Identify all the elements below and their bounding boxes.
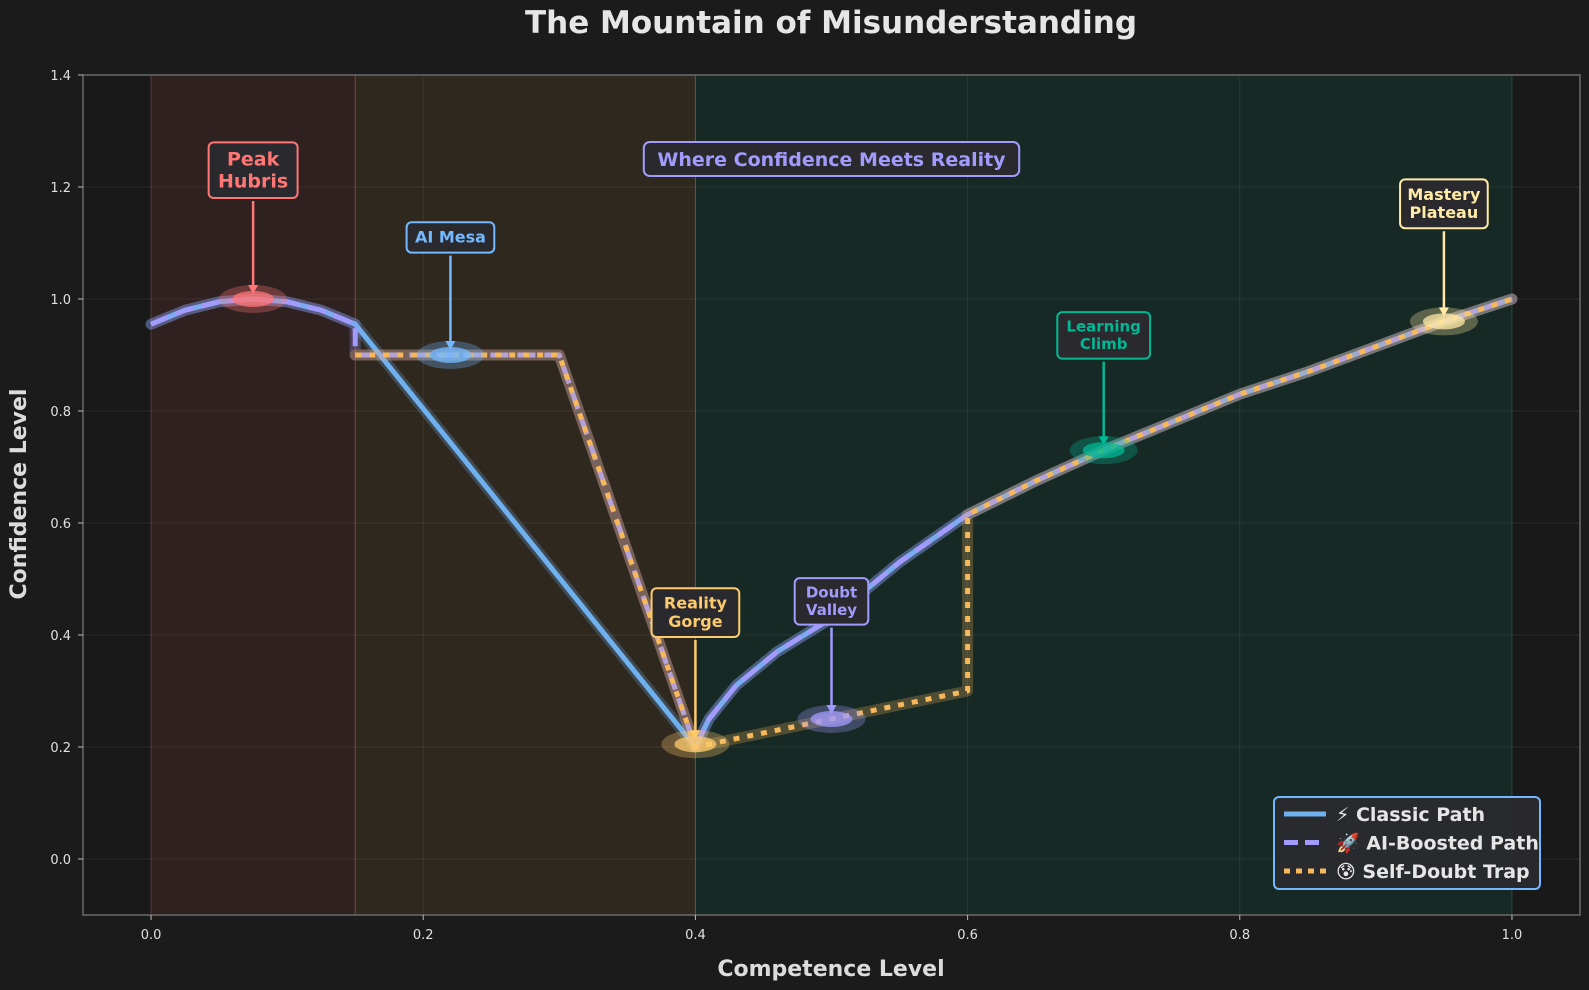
y-tick-label: 0.8 (50, 405, 71, 420)
annotation-mastery-plateau: Mastery Plateau (1407, 185, 1481, 222)
y-tick-label: 0.4 (50, 629, 71, 644)
annotation-learning-climb: Learning Climb (1066, 318, 1141, 353)
x-tick-label: 0.6 (957, 928, 978, 943)
annotation-peak-hubris: Peak Hubris (218, 148, 288, 192)
y-tick-label: 0.0 (50, 853, 71, 868)
marker-peak-hubris (232, 291, 275, 307)
annotation-ai-mesa: AI Mesa (415, 228, 486, 247)
x-tick-label: 0.0 (141, 928, 162, 943)
series-line-ai-boosted-path (150, 296, 1513, 750)
x-axis-label: Competence Level (717, 957, 944, 982)
x-tick-label: 0.8 (1229, 928, 1250, 943)
arrowhead-reality-gorge (690, 730, 701, 740)
region-band-2 (694, 74, 1513, 916)
y-tick-label: 1.4 (50, 69, 71, 84)
marker-ai-mesa (429, 347, 472, 363)
annotation-box-ai-mesa (405, 221, 496, 254)
axes-frame (82, 74, 1581, 916)
annotation-box-doubt-valley (793, 577, 870, 626)
legend-label-ai-boosted-path: 🚀 AI-Boosted Path (1336, 832, 1539, 855)
marker-reality-gorge (674, 736, 717, 753)
y-tick-label: 0.6 (50, 517, 71, 532)
annotation-box-learning-climb (1056, 311, 1152, 360)
center-note: Where Confidence Meets Reality (657, 149, 1006, 171)
y-tick-label: 1.2 (50, 181, 71, 196)
legend-frame (1273, 796, 1541, 890)
legend-label-classic-path: ⚡ Classic Path (1336, 804, 1485, 826)
arrowhead-learning-climb (1098, 436, 1109, 446)
legend-label-self-doubt-trap: 😰 Self-Doubt Trap (1336, 861, 1530, 883)
annotation-box-mastery-plateau (1399, 178, 1489, 230)
annotation-doubt-valley: Doubt Valley (806, 584, 857, 619)
x-tick-label: 0.2 (413, 928, 434, 943)
plot-area: 0.0 0.2 0.4 0.6 0.8 1.0 0.0 0.2 0.4 0.6 0.8 1.0 1.2 1… (50, 69, 1581, 943)
center-note-box (642, 141, 1021, 177)
marker-mastery-plateau (1422, 313, 1465, 330)
region-band-0 (150, 74, 356, 916)
marker-learning-climb (1082, 442, 1125, 459)
y-axis-label: Confidence Level (7, 389, 32, 600)
annotation-box-reality-gorge (650, 587, 741, 639)
y-tick-label: 0.2 (50, 741, 71, 756)
annotation-box-peak-hubris (207, 141, 299, 200)
axes-background (83, 75, 1580, 915)
region-band-1 (354, 74, 696, 916)
legend: ⚡ Classic Path 🚀 AI-Boosted Path 😰 Self-Do… (1273, 796, 1541, 890)
x-tick-label: 1.0 (1502, 928, 1523, 943)
arrowhead-peak-hubris (248, 285, 259, 294)
arrowhead-doubt-valley (826, 705, 837, 714)
x-tick-label: 0.4 (685, 928, 706, 943)
chart-title: The Mountain of Misunderstanding (525, 5, 1137, 41)
arrowhead-mastery-plateau (1438, 307, 1449, 317)
arrowhead-ai-mesa (445, 341, 456, 350)
annotation-reality-gorge: Reality Gorge (664, 594, 728, 631)
y-tick-label: 1.0 (50, 293, 71, 308)
marker-doubt-valley (810, 711, 853, 727)
